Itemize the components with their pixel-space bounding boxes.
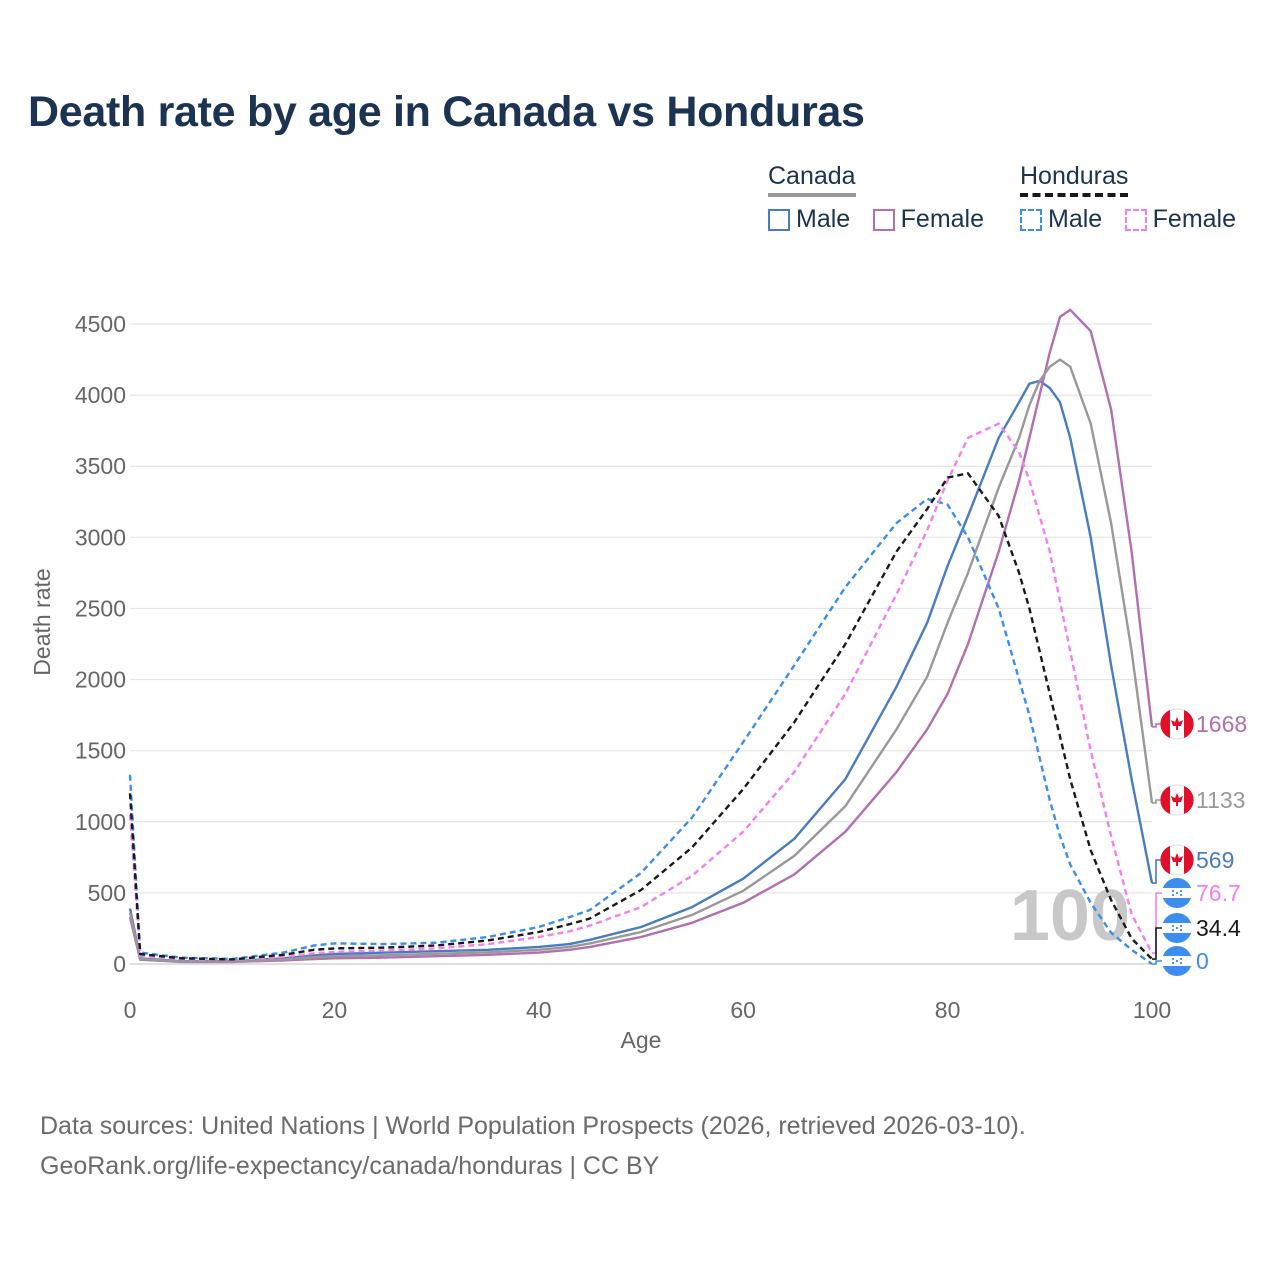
series-line-canada-male	[128, 379, 1154, 963]
x-tick-label: 100	[1133, 997, 1171, 1023]
honduras-flag-icon	[1162, 946, 1192, 976]
y-tick-label: 2000	[75, 667, 126, 693]
legend-item-canada-male: Male	[768, 205, 850, 234]
end-label-value: 569	[1196, 847, 1234, 873]
legend-label-canada-female: Female	[900, 205, 985, 233]
watermark-age: 100	[1010, 876, 1130, 956]
legend-canada-title: Canada	[768, 162, 856, 197]
canada-flag-icon	[1160, 708, 1194, 740]
legend-canada: Canada Male Female	[768, 162, 1002, 236]
legend-label-honduras-male: Male	[1048, 205, 1103, 233]
y-tick-label: 0	[113, 951, 126, 977]
honduras-flag-icon	[1162, 913, 1192, 943]
series-line-honduras-female	[128, 422, 1154, 961]
x-tick-label: 20	[322, 997, 348, 1023]
y-axis-label: Death rate	[29, 568, 55, 675]
x-axis-ticks: 0 20 40 60 80 100	[124, 997, 1172, 1023]
end-label-value: 34.4	[1196, 915, 1241, 941]
end-label-connector	[1152, 892, 1162, 954]
end-label-connector	[1152, 960, 1162, 965]
y-tick-label: 4000	[75, 382, 126, 408]
end-label-value: 0	[1196, 948, 1209, 974]
series-line-canada-female	[128, 308, 1154, 964]
x-tick-label: 80	[935, 997, 961, 1023]
legend-label-honduras-female: Female	[1152, 205, 1237, 233]
x-axis-label: Age	[621, 1027, 662, 1053]
legend-item-honduras-female: Female	[1124, 205, 1237, 234]
footer-sources: Data sources: United Nations | World Pop…	[40, 1112, 1026, 1140]
legend-honduras-title: Honduras	[1020, 162, 1129, 197]
y-tick-label: 2500	[75, 595, 126, 621]
legend-swatch-canada-female	[872, 208, 895, 231]
legend-swatch-honduras-male	[1020, 208, 1042, 231]
series-lines	[128, 308, 1154, 965]
footer: Data sources: United Nations | World Pop…	[40, 1106, 1026, 1186]
y-tick-label: 1000	[75, 809, 126, 835]
series-line-canada-total	[128, 358, 1154, 963]
end-label-value: 76.7	[1196, 880, 1241, 906]
end-label-connector	[1152, 859, 1162, 884]
y-tick-label: 500	[88, 880, 126, 906]
end-label-value: 1668	[1196, 711, 1247, 737]
end-label-connector	[1152, 799, 1162, 804]
legend-item-honduras-male: Male	[1020, 205, 1102, 234]
honduras-flag-icon	[1162, 878, 1192, 908]
series-line-honduras-total	[128, 472, 1153, 961]
legend-honduras: Honduras Male Female	[1020, 162, 1236, 236]
x-tick-label: 60	[730, 997, 756, 1023]
end-label-connector	[1152, 927, 1162, 960]
end-label-value: 1133	[1196, 787, 1245, 813]
x-tick-label: 40	[526, 997, 552, 1023]
legend-item-canada-female: Female	[872, 205, 985, 234]
end-label-connector	[1152, 723, 1162, 728]
legend-swatch-honduras-female	[1124, 208, 1147, 231]
canada-flag-icon	[1160, 844, 1194, 876]
grid-lines	[130, 323, 1152, 965]
canada-flag-icon	[1160, 784, 1194, 816]
y-axis-ticks: 0 500 1000 1500 2000 2500 3000 3500 4000 4500	[75, 311, 126, 977]
y-tick-label: 3500	[75, 453, 126, 479]
end-labels: 1668 1133 569 76.7 34.4 0	[1152, 708, 1247, 976]
series-line-honduras-male	[128, 497, 1153, 965]
chart-title: Death rate by age in Canada vs Honduras	[28, 88, 865, 136]
y-tick-label: 4500	[75, 311, 126, 337]
legend-label-canada-male: Male	[796, 205, 851, 233]
x-tick-label: 0	[124, 997, 137, 1023]
legend-swatch-canada-male	[768, 208, 790, 231]
footer-link: GeoRank.org/life-expectancy/canada/hondu…	[40, 1152, 660, 1180]
y-tick-label: 1500	[75, 738, 126, 764]
y-tick-label: 3000	[75, 524, 126, 550]
